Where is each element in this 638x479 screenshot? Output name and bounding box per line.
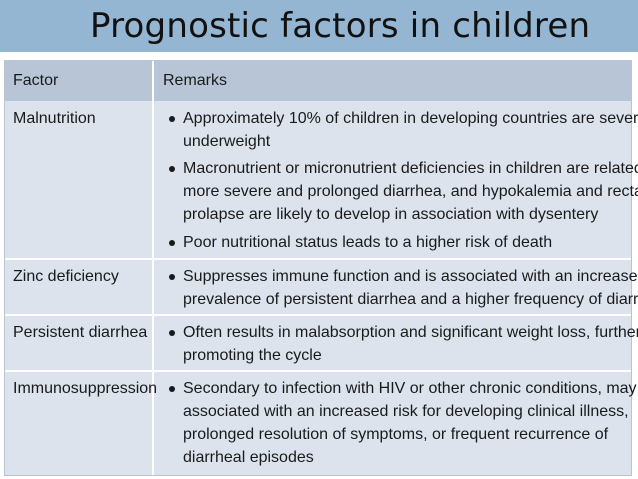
remark-line: associated with an increased risk for de… xyxy=(183,403,629,420)
remark-line: Secondary to infection with HIV or other… xyxy=(183,380,638,397)
remark-line: diarrheal episodes xyxy=(183,449,314,466)
header-factor: Factor xyxy=(13,72,59,89)
title-bar: Prognostic factors in children xyxy=(0,0,638,52)
table-header-row: Factor Remarks xyxy=(5,61,631,101)
bullet-icon xyxy=(169,386,175,392)
factor-cell: Persistent diarrhea xyxy=(13,324,148,341)
row-divider xyxy=(5,370,631,372)
bullet-icon xyxy=(169,116,175,122)
factor-cell: Zinc deficiency xyxy=(13,268,119,285)
remark-line: prolonged resolution of symptoms, or fre… xyxy=(183,426,609,443)
remark-line: prolapse are likely to develop in associ… xyxy=(183,206,599,223)
remark-line: underweight xyxy=(183,133,271,150)
remark-line: Poor nutritional status leads to a highe… xyxy=(183,234,553,251)
column-divider xyxy=(152,61,154,475)
remark-line: Suppresses immune function and is associ… xyxy=(183,268,638,285)
bullet-icon xyxy=(169,274,175,280)
factor-cell: Malnutrition xyxy=(13,110,96,127)
bullet-icon xyxy=(169,240,175,246)
remark-line: Approximately 10% of children in develop… xyxy=(183,110,638,127)
bullet-icon xyxy=(169,166,175,172)
prognostic-factors-table: Factor Remarks Malnutrition Approximatel… xyxy=(4,60,638,476)
remark-line: more severe and prolonged diarrhea, and … xyxy=(183,183,638,200)
bullet-icon xyxy=(169,330,175,336)
row-divider xyxy=(5,258,631,260)
header-remarks: Remarks xyxy=(163,72,228,89)
factor-cell: Immunosuppression xyxy=(13,380,158,397)
remark-line: Macronutrient or micronutrient deficienc… xyxy=(183,160,638,177)
remark-line: prevalence of persistent diarrhea and a … xyxy=(183,291,638,308)
slide-title: Prognostic factors in children xyxy=(90,6,591,46)
remark-line: Often results in malabsorption and signi… xyxy=(183,324,638,341)
row-divider xyxy=(5,314,631,316)
remark-line: promoting the cycle xyxy=(183,347,322,364)
